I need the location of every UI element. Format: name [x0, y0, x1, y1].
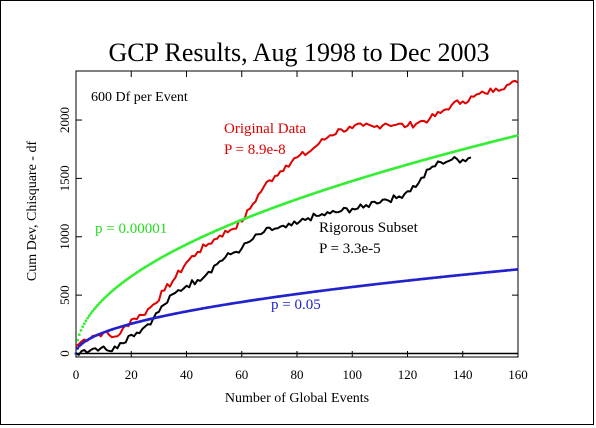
series-point-p_05	[515, 268, 519, 271]
corner-note: 600 Df per Event	[91, 90, 188, 105]
series-point-p_00001	[87, 314, 91, 318]
series-point-p_00001	[84, 319, 88, 323]
p-00001-label: p = 0.00001	[95, 221, 167, 237]
y-tick-label: 2000	[57, 107, 72, 133]
x-tick-label: 140	[453, 367, 473, 382]
original-data-label: Original Data	[224, 121, 306, 137]
y-tick-label: 0	[57, 350, 72, 357]
x-tick-label: 160	[508, 367, 528, 382]
y-axis-label: Cum Dev, Chisquare - df	[25, 141, 40, 282]
series-layer	[74, 79, 519, 356]
x-tick-label: 0	[73, 367, 80, 382]
series-point-p_00001	[92, 307, 96, 311]
original-data-p-value: P = 8.9e-8	[224, 142, 286, 158]
x-tick-label: 20	[125, 367, 138, 382]
series-point-p_00001	[86, 316, 90, 320]
series-point-p_00001	[96, 303, 99, 307]
series-point-p_00001	[82, 322, 86, 326]
series-line-original	[75, 79, 519, 348]
series-point-p_05	[76, 346, 80, 350]
x-axis-label: Number of Global Events	[225, 391, 369, 406]
y-tick-label: 500	[57, 285, 72, 305]
rigorous-subset-label: Rigorous Subset	[319, 220, 419, 236]
y-tick-label: 1500	[57, 165, 72, 191]
rigorous-subset-p-value: P = 3.3e-5	[319, 241, 381, 257]
x-tick-label: 120	[398, 367, 418, 382]
x-tick-label: 100	[343, 367, 363, 382]
series-point-p_00001	[91, 309, 94, 313]
series-point-p_00001	[89, 312, 93, 315]
x-tick-label: 60	[235, 367, 248, 382]
y-axis-ticks: 0 500 1000 1500 2000	[57, 107, 518, 357]
series-point-p_00001	[94, 305, 98, 309]
series-point-p_00001	[81, 325, 85, 329]
series-point-p_00001	[79, 328, 83, 332]
series-line-rigorous	[75, 156, 472, 356]
chart-title: GCP Results, Aug 1998 to Dec 2003	[108, 38, 489, 67]
y-tick-label: 1000	[57, 224, 72, 250]
series-point-p_00001	[77, 333, 81, 337]
series-point-p_00001	[76, 338, 80, 342]
x-axis-ticks: 0 20 40 60 80 100 120 140 160	[73, 71, 528, 382]
x-tick-label: 40	[180, 367, 193, 382]
series-point-p_00001	[97, 302, 101, 305]
x-tick-label: 80	[291, 367, 304, 382]
p-05-label: p = 0.05	[271, 297, 321, 313]
series-point-p_00001	[515, 134, 519, 138]
